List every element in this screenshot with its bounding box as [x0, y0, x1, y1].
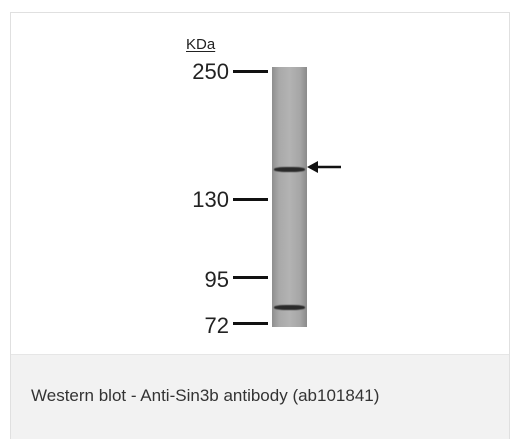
marker-label-72: 72 — [204, 313, 229, 338]
band-sin3b — [274, 167, 305, 172]
marker-label-130: 130 — [192, 187, 229, 212]
image-caption: Western blot - Anti-Sin3b antibody (ab10… — [31, 386, 380, 405]
western-blot-image: KDa 250 130 95 72 — [11, 13, 509, 354]
kda-unit-label: KDa — [186, 36, 216, 53]
marker-label-95: 95 — [204, 267, 229, 292]
arrow-left-icon — [307, 161, 341, 173]
band-lower — [274, 305, 305, 310]
marker-tick-95 — [233, 276, 268, 279]
marker-tick-72 — [233, 322, 268, 325]
marker-label-250: 250 — [192, 59, 229, 84]
figure-card: KDa 250 130 95 72 Western blot - Anti-Si… — [10, 12, 510, 439]
marker-tick-130 — [233, 198, 268, 201]
blot-lane — [272, 67, 307, 327]
caption-bar: Western blot - Anti-Sin3b antibody (ab10… — [11, 354, 509, 439]
marker-tick-250 — [233, 70, 268, 73]
